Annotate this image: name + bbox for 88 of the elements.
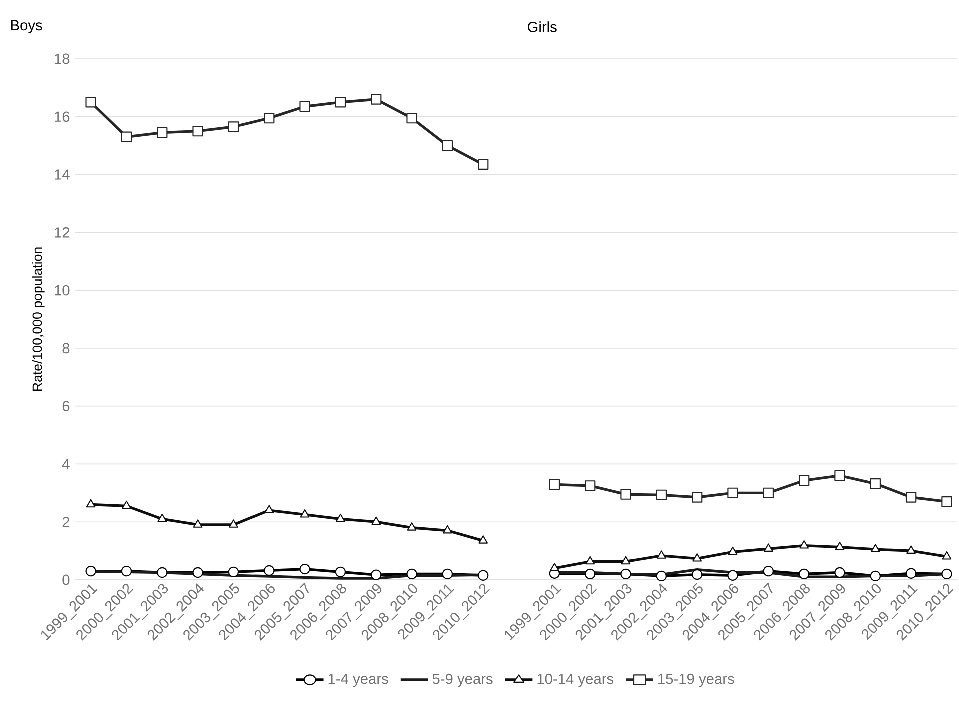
legend-label: 10-14 years <box>538 674 614 688</box>
point <box>442 525 452 534</box>
point <box>585 480 596 492</box>
point <box>906 546 916 554</box>
point <box>192 567 204 578</box>
point <box>942 496 952 508</box>
point <box>158 514 168 522</box>
point <box>656 490 668 501</box>
point <box>442 140 454 152</box>
point <box>942 568 952 580</box>
point <box>798 568 810 580</box>
point <box>406 568 418 580</box>
point <box>620 489 632 500</box>
y-tick-label: 14 <box>55 170 70 180</box>
point <box>478 570 489 581</box>
point <box>764 544 774 552</box>
point <box>800 540 810 549</box>
point <box>300 564 310 575</box>
point <box>620 568 632 580</box>
point <box>763 566 774 577</box>
point <box>121 566 132 577</box>
point <box>763 488 774 498</box>
point <box>656 570 668 582</box>
point <box>798 475 810 486</box>
y-tick-label: 4 <box>62 459 70 470</box>
point <box>300 101 310 112</box>
point <box>371 570 382 580</box>
point <box>121 132 132 142</box>
point <box>157 127 168 138</box>
point <box>870 544 880 553</box>
point <box>834 567 846 578</box>
text: Boys <box>11 20 42 34</box>
y-tick-label: 18 <box>55 54 70 64</box>
point <box>371 94 382 105</box>
y-tick-label: 8 <box>62 343 70 354</box>
point <box>906 492 917 503</box>
point <box>229 520 238 528</box>
point <box>192 126 204 137</box>
point <box>264 505 274 514</box>
y-axis-title: Rate/100,000 population <box>32 248 45 392</box>
point <box>478 159 489 170</box>
point <box>264 112 275 124</box>
point <box>300 510 310 518</box>
point <box>870 478 881 490</box>
point <box>728 570 738 581</box>
legend-label: 5-9 years <box>432 674 493 688</box>
point <box>942 551 952 560</box>
point <box>157 567 168 578</box>
point <box>550 563 560 572</box>
point <box>336 514 346 522</box>
point <box>86 499 96 508</box>
point <box>193 520 203 528</box>
point <box>692 554 702 562</box>
point <box>692 569 703 580</box>
point <box>835 542 845 550</box>
point <box>228 122 240 132</box>
point <box>549 479 560 490</box>
point <box>478 536 488 544</box>
point <box>728 488 738 498</box>
point <box>264 565 275 576</box>
point <box>692 492 703 503</box>
y-tick-label: 10 <box>55 285 70 296</box>
legend-label: 15-19 years <box>658 674 734 688</box>
point <box>407 522 417 531</box>
point <box>621 556 631 565</box>
legend-label: 1-4 years <box>328 674 388 688</box>
point <box>86 566 96 577</box>
point <box>728 546 738 556</box>
y-tick-label: 6 <box>62 401 70 412</box>
y-tick-label: 12 <box>55 228 70 238</box>
text: Girls <box>528 22 557 32</box>
point <box>585 568 596 580</box>
y-tick-label: 2 <box>62 516 70 528</box>
point <box>870 570 881 582</box>
y-tick-label: 0 <box>62 574 70 586</box>
point <box>406 112 418 124</box>
point <box>335 566 346 578</box>
point <box>122 500 132 510</box>
point <box>834 470 846 482</box>
point <box>656 550 666 559</box>
point <box>372 516 382 526</box>
point <box>335 97 346 108</box>
y-tick-label: 16 <box>55 112 70 122</box>
point <box>86 97 96 108</box>
point <box>586 556 596 565</box>
point <box>906 568 917 579</box>
point <box>228 566 240 578</box>
point <box>442 568 454 580</box>
